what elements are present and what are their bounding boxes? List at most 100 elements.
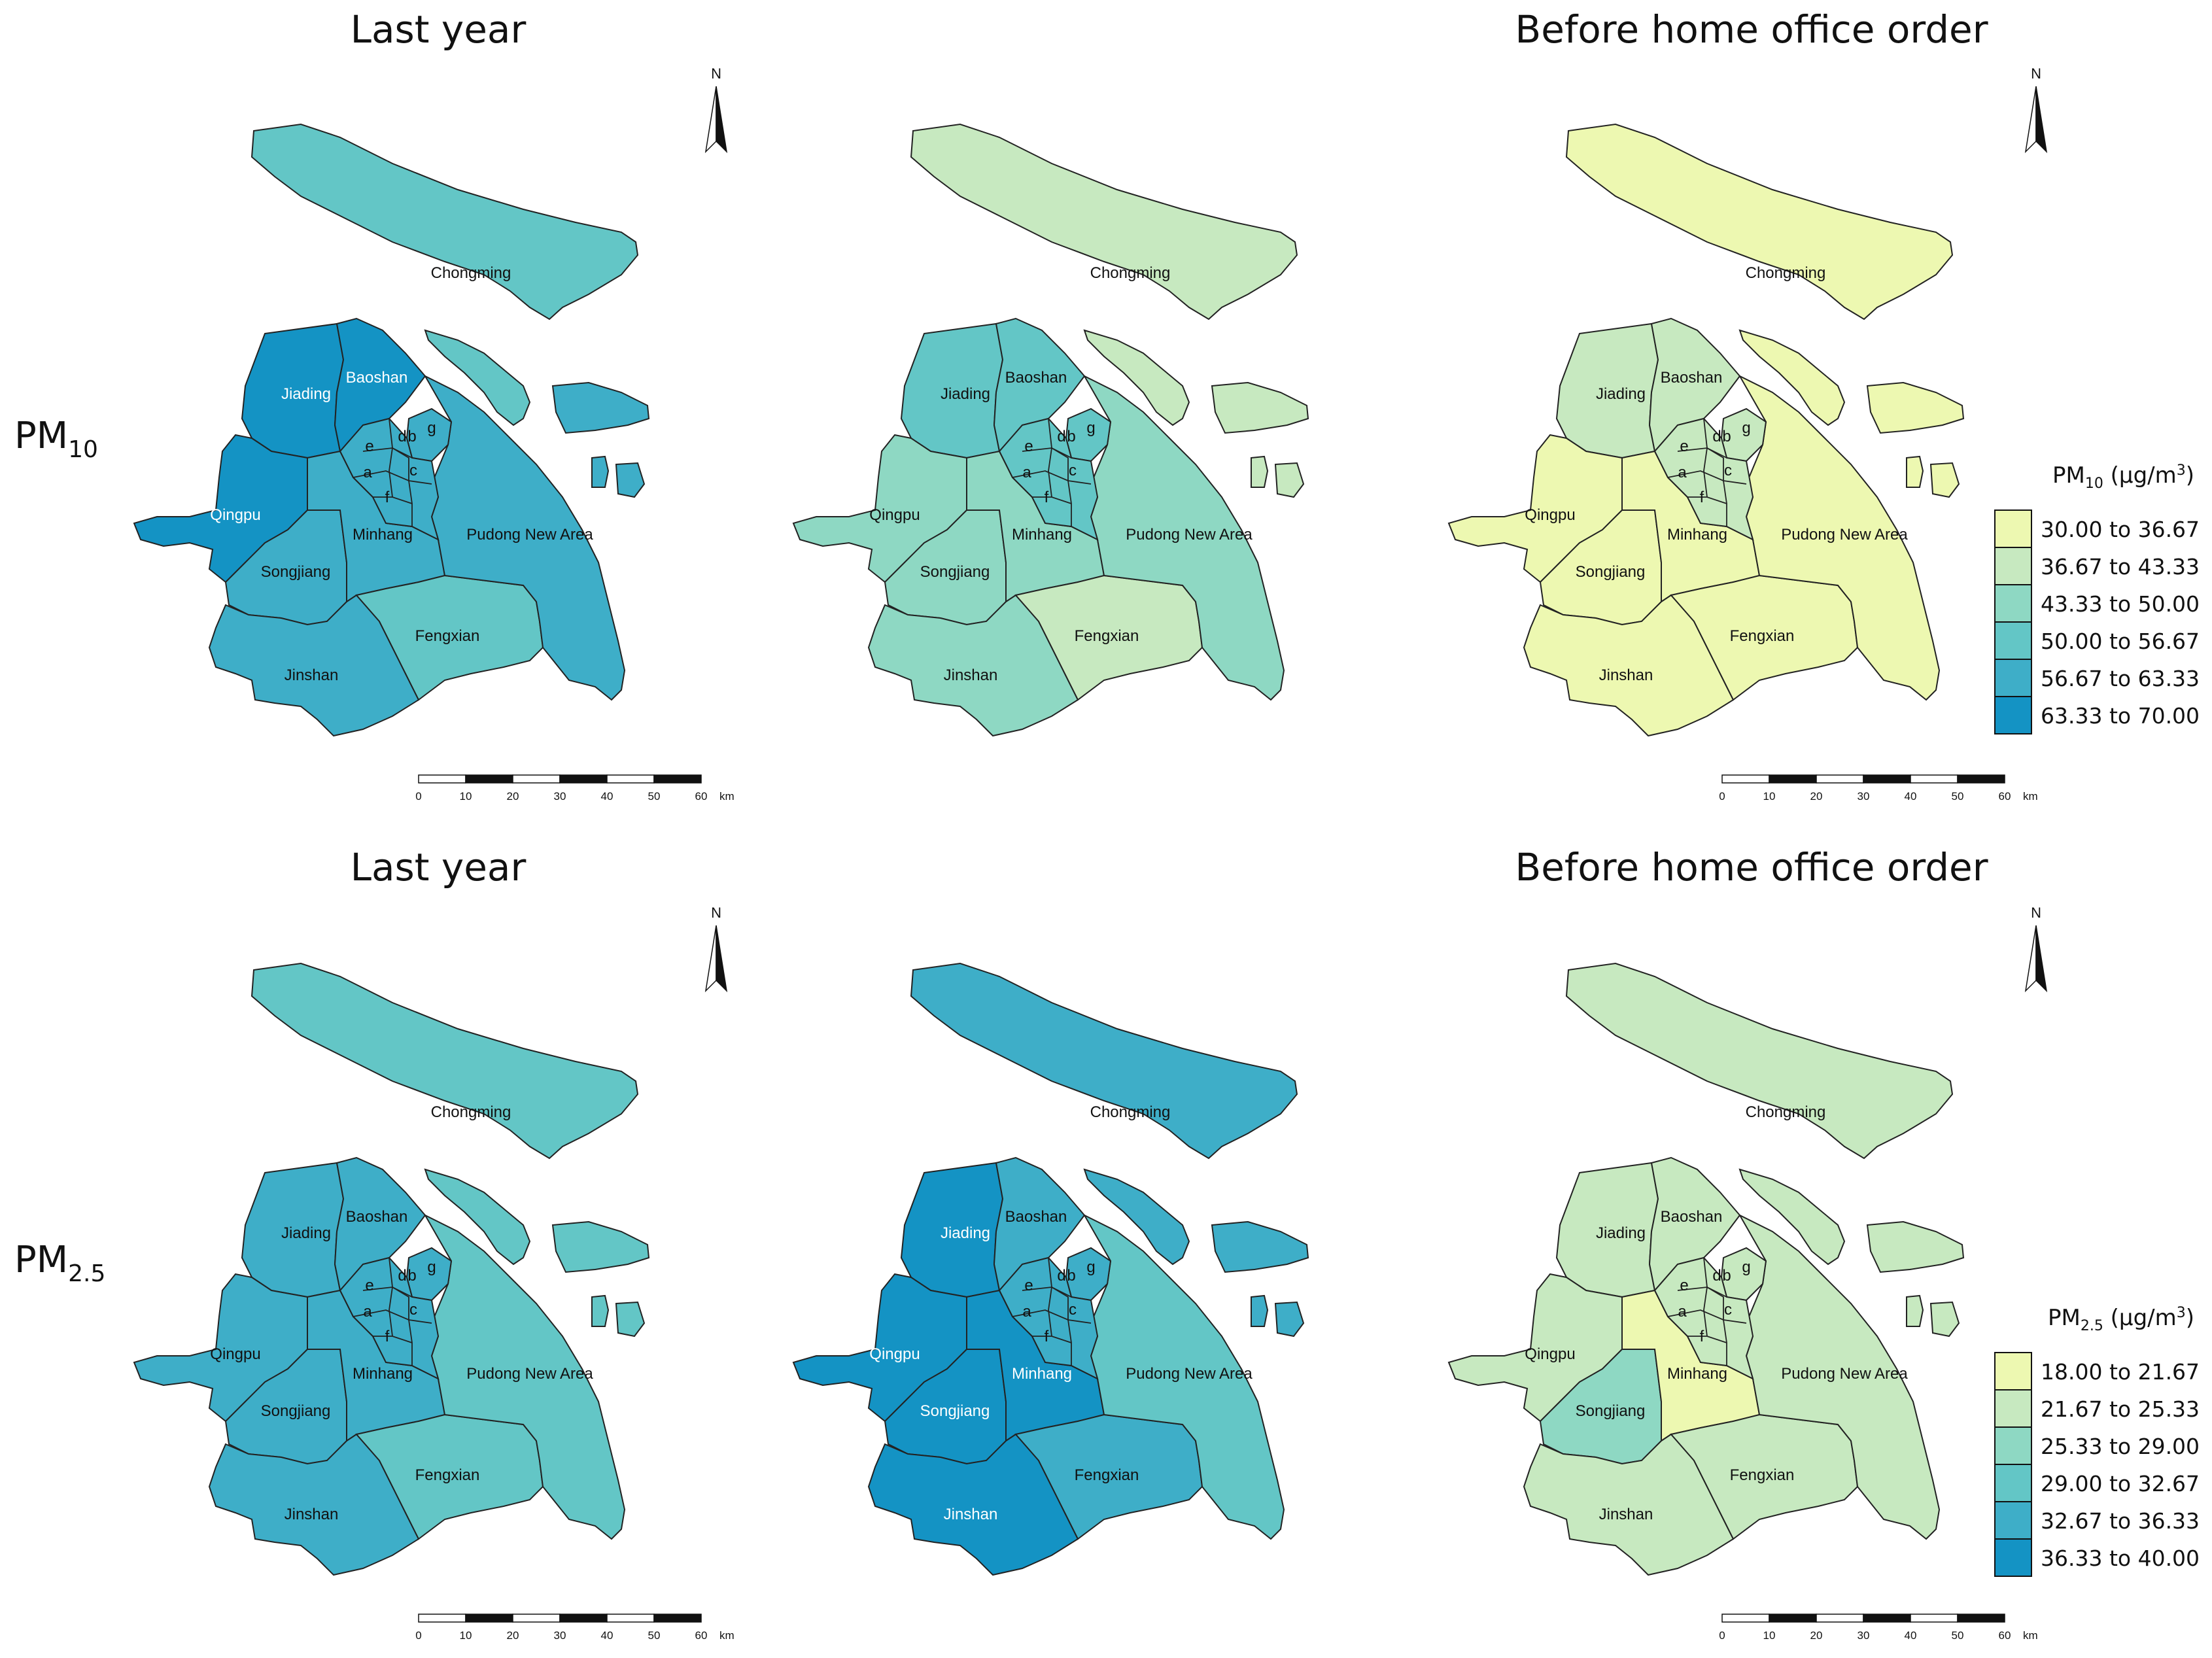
inner-boundary xyxy=(1703,418,1708,498)
district-label-qingpu: Qingpu xyxy=(210,506,260,524)
district-label-minhang: Minhang xyxy=(1667,1365,1727,1383)
scale-segment xyxy=(606,774,655,784)
district-inner xyxy=(998,417,1099,541)
map-panel-pm25-1: Before home office order Chongming Baoshan… xyxy=(792,845,2048,1642)
scale-segment xyxy=(606,1614,655,1623)
scale-tick: 30 xyxy=(554,1629,566,1642)
map-panel-pm25-2: During home office orderChongmingBaoshan… xyxy=(1447,962,1965,1576)
district-label-b: b xyxy=(1067,428,1075,445)
scale-segment xyxy=(559,1614,608,1623)
north-label: N xyxy=(2031,905,2041,921)
district-jinshan xyxy=(208,594,420,737)
legend-swatch xyxy=(1994,509,2032,548)
district-island2 xyxy=(1866,1220,1965,1273)
scale-tick: 10 xyxy=(460,790,472,803)
north-arrow-icon: N xyxy=(2024,65,2048,154)
district-island1 xyxy=(1083,329,1190,426)
district-label-jinshan: Jinshan xyxy=(285,1506,339,1523)
legend-swatch xyxy=(1994,1352,2032,1390)
district-label-f: f xyxy=(1045,1328,1049,1345)
district-label-f: f xyxy=(1045,489,1049,506)
district-label-e: e xyxy=(1024,1277,1033,1294)
district-label-g: g xyxy=(427,419,436,437)
district-label-qingpu: Qingpu xyxy=(869,1345,920,1363)
scale-segment xyxy=(1863,1614,1911,1623)
district-label-a: a xyxy=(363,1303,372,1321)
north-arrow-left xyxy=(704,925,717,993)
legend-label: 63.33 to 70.00 xyxy=(2041,703,2200,729)
legend-label: 30.00 to 36.67 xyxy=(2041,517,2200,542)
district-sm2 xyxy=(1274,1301,1305,1338)
scale-tick: 10 xyxy=(1763,790,1776,803)
district-label-a: a xyxy=(1022,464,1031,481)
district-label-e: e xyxy=(1024,438,1033,455)
district-label-fengxian: Fengxian xyxy=(415,627,480,645)
scale-tick: 30 xyxy=(1858,790,1870,803)
north-arrow-left xyxy=(704,86,717,154)
district-label-baoshan: Baoshan xyxy=(1005,1208,1067,1226)
legend-swatch xyxy=(1994,1389,2032,1428)
legend-swatch xyxy=(1994,659,2032,697)
scale-unit: km xyxy=(2023,1629,2038,1642)
inner-boundary xyxy=(1048,418,1052,498)
district-label-b: b xyxy=(407,428,416,445)
inner-boundary xyxy=(1051,1287,1069,1320)
district-label-songjiang: Songjiang xyxy=(920,1402,990,1420)
district-island1 xyxy=(424,1168,531,1266)
scale-tick: 30 xyxy=(554,790,566,803)
district-inner xyxy=(1653,417,1754,541)
scale-tick: 50 xyxy=(648,790,661,803)
district-label-g: g xyxy=(1742,1258,1750,1276)
district-jinshan xyxy=(1523,594,1735,737)
district-sm1 xyxy=(1906,455,1924,488)
scale-tick: 0 xyxy=(1719,790,1725,803)
scale-segment xyxy=(1957,774,2005,784)
scale-segment xyxy=(1721,774,1770,784)
inner-boundary xyxy=(1032,496,1072,504)
district-label-jiading: Jiading xyxy=(281,385,331,403)
panel-title: Before home office order xyxy=(1515,7,1988,52)
scale-segment xyxy=(1769,774,1817,784)
district-jinshan xyxy=(1523,1433,1735,1576)
district-label-jiading: Jiading xyxy=(941,1224,990,1242)
north-label: N xyxy=(711,905,721,921)
district-label-c: c xyxy=(1069,462,1077,479)
district-label-chongming: Chongming xyxy=(1746,1103,1826,1121)
legend-swatch xyxy=(1994,1426,2032,1465)
district-label-minhang: Minhang xyxy=(353,1365,413,1383)
district-label-g: g xyxy=(1086,419,1095,437)
district-label-minhang: Minhang xyxy=(1012,1365,1072,1383)
district-chongming xyxy=(1565,962,1954,1160)
scale-segment xyxy=(1863,774,1911,784)
legend-label: 29.00 to 32.67 xyxy=(2041,1471,2200,1496)
district-label-qingpu: Qingpu xyxy=(1525,506,1575,524)
district-label-b: b xyxy=(407,1267,416,1285)
district-label-pudong: Pudong New Area xyxy=(1781,1365,1908,1383)
district-label-pudong: Pudong New Area xyxy=(1781,526,1908,544)
district-label-g: g xyxy=(427,1258,436,1276)
inner-boundary xyxy=(1032,1336,1072,1343)
scale-unit: km xyxy=(719,1629,734,1642)
district-label-d: d xyxy=(1057,1267,1065,1285)
district-jinshan xyxy=(867,1433,1079,1576)
inner-boundary xyxy=(353,470,432,485)
panel-title: Before home office order xyxy=(1515,845,1988,889)
district-label-qingpu: Qingpu xyxy=(210,1345,260,1363)
district-label-d: d xyxy=(1712,428,1721,445)
north-arrow-icon: N xyxy=(704,905,728,993)
district-label-g: g xyxy=(1086,1258,1095,1276)
legend-swatch xyxy=(1994,1538,2032,1577)
scale-segment xyxy=(1910,774,1958,784)
scale-segment xyxy=(1816,1614,1864,1623)
district-label-e: e xyxy=(365,1277,373,1294)
inner-boundary xyxy=(1012,470,1092,485)
district-label-jinshan: Jinshan xyxy=(285,666,339,684)
north-arrow-icon: N xyxy=(2024,905,2048,993)
district-chongming xyxy=(251,123,639,320)
inner-boundary xyxy=(353,1309,432,1324)
legend-title: PM2.5 (μg/m3) xyxy=(2048,1305,2194,1334)
scale-tick: 40 xyxy=(601,1629,613,1642)
district-label-baoshan: Baoshan xyxy=(1661,369,1723,387)
scale-segment xyxy=(512,774,561,784)
